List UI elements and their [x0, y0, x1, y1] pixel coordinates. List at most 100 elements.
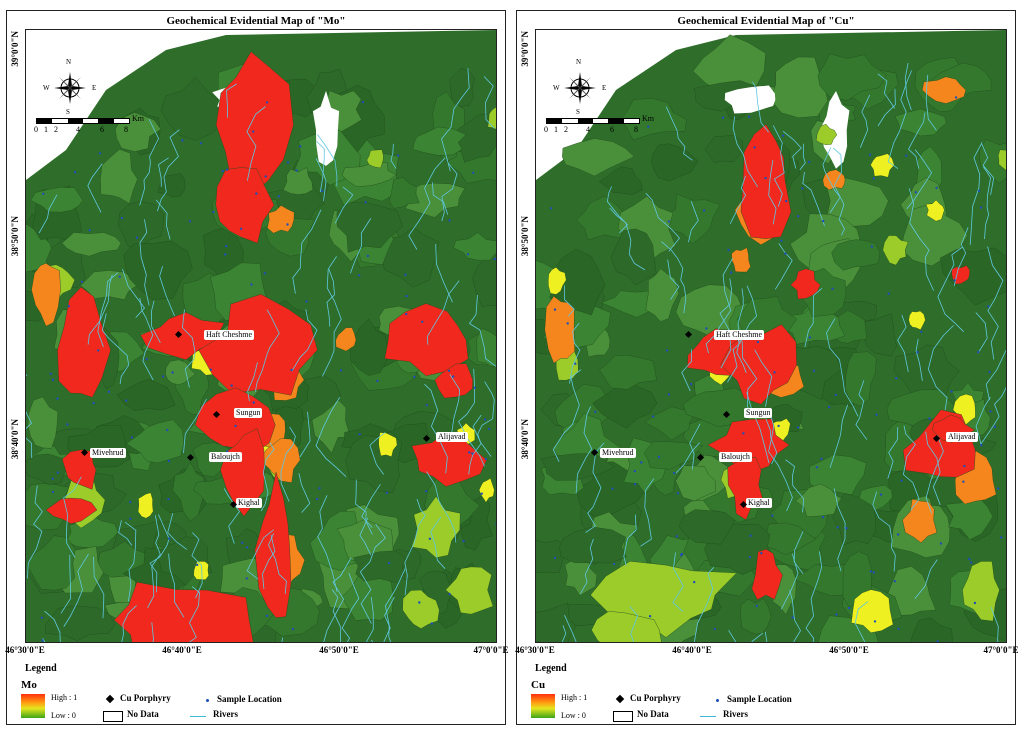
sample-location: [161, 375, 165, 378]
river-line: [366, 597, 374, 642]
catchment-patch: [26, 535, 76, 591]
sample-location: [673, 471, 676, 475]
river-line: [799, 143, 806, 171]
river-line: [789, 589, 801, 642]
sample-location: [364, 201, 367, 204]
catchment-patch: [536, 539, 566, 574]
river-line: [732, 116, 758, 188]
sample-location: [49, 372, 52, 375]
map-canvas[interactable]: [536, 30, 1007, 643]
sample-location: [471, 452, 474, 455]
river-line: [331, 589, 342, 642]
no-data-area: [312, 90, 340, 166]
sample-location: [594, 410, 597, 413]
catchment-patch: [388, 177, 420, 209]
sample-location: [488, 427, 491, 431]
sample-location: [255, 192, 258, 195]
sample-location: [473, 386, 476, 389]
sample-location: [472, 171, 475, 174]
color-ramp: [531, 694, 555, 718]
sample-location: [452, 375, 455, 378]
sample-location: [493, 257, 496, 261]
sample-location: [781, 134, 785, 137]
anomaly-hotspots: [57, 286, 111, 398]
sample-location: [742, 432, 745, 435]
catchment-patch: [826, 175, 889, 227]
river-line: [765, 418, 778, 465]
compass-s: S: [576, 108, 580, 116]
place-label: Baloujch: [209, 452, 242, 462]
river-line: [157, 129, 180, 212]
sample-location: [887, 292, 890, 295]
sample-location: [693, 580, 696, 584]
anomaly-lightgreen: [997, 149, 1006, 171]
sample-location: [376, 379, 379, 383]
sample-location: [756, 340, 760, 344]
place-label: Haft Cheshme: [204, 330, 254, 340]
river-line: [672, 552, 684, 612]
map-canvas[interactable]: [26, 30, 497, 643]
map-frame[interactable]: Haft Cheshme Sungun Mivehrud Baloujch Kighal…: [535, 29, 1007, 643]
sample-location: [667, 393, 671, 396]
anomaly-lightgreen: [445, 566, 494, 615]
river-line: [751, 632, 764, 642]
river-line: [752, 81, 769, 133]
sample-location: [900, 479, 903, 482]
river-line: [906, 149, 933, 210]
catchment-patch: [599, 355, 657, 390]
river-line: [774, 243, 793, 290]
river-line: [937, 246, 964, 332]
anomaly-hotspots: [751, 548, 783, 600]
river-line: [334, 186, 354, 224]
sample-location: [291, 627, 295, 631]
sample-location: [241, 541, 244, 544]
river-line: [981, 143, 995, 195]
compass-e: E: [602, 84, 607, 92]
sample-location: [553, 308, 557, 311]
river-line: [430, 516, 446, 569]
cu-porphyry-symbol-icon: [615, 694, 625, 704]
river-line: [292, 209, 322, 294]
ramp-low-label: Low : 0: [51, 711, 76, 720]
river-line: [383, 596, 395, 642]
sample-location: [130, 436, 134, 439]
sample-location: [553, 556, 557, 560]
catchment-patch: [651, 143, 699, 182]
catchment-patch: [910, 617, 953, 642]
sample-location: [868, 153, 872, 156]
river-line: [802, 171, 825, 227]
sample-location: [764, 176, 767, 180]
river-line: [369, 432, 386, 475]
sample-location: [430, 622, 434, 625]
sample-location: [652, 415, 655, 418]
sample-location: [225, 168, 229, 171]
river-line: [477, 381, 495, 457]
catchment-patch: [562, 138, 635, 177]
sample-location: [815, 466, 819, 469]
anomaly-yellow: [851, 589, 894, 633]
river-line: [887, 427, 899, 479]
river-line: [63, 553, 89, 627]
river-line: [341, 572, 360, 642]
river-line: [826, 318, 859, 417]
sample-location: [66, 423, 69, 426]
compass-n: N: [576, 58, 582, 66]
sample-location: [749, 534, 752, 537]
map-frame[interactable]: Haft Cheshme Sungun Mivehrud Baloujch Kighal…: [25, 29, 497, 643]
anomaly-hotspots: [740, 123, 792, 239]
sample-location: [129, 517, 132, 520]
sample-location: [905, 154, 908, 157]
sample-location: [448, 219, 451, 222]
place-label: Sungun: [744, 408, 773, 418]
sample-location: [181, 139, 184, 142]
river-line: [772, 125, 785, 207]
anomaly-hotspots: [720, 324, 797, 405]
sample-location: [405, 312, 408, 316]
river-line: [27, 485, 43, 579]
river-line: [189, 586, 201, 642]
anomaly-lightgreen: [591, 610, 662, 642]
sample-location: [980, 444, 983, 447]
river-line: [768, 408, 793, 512]
sample-location: [264, 175, 267, 178]
sample-location: [989, 410, 992, 413]
